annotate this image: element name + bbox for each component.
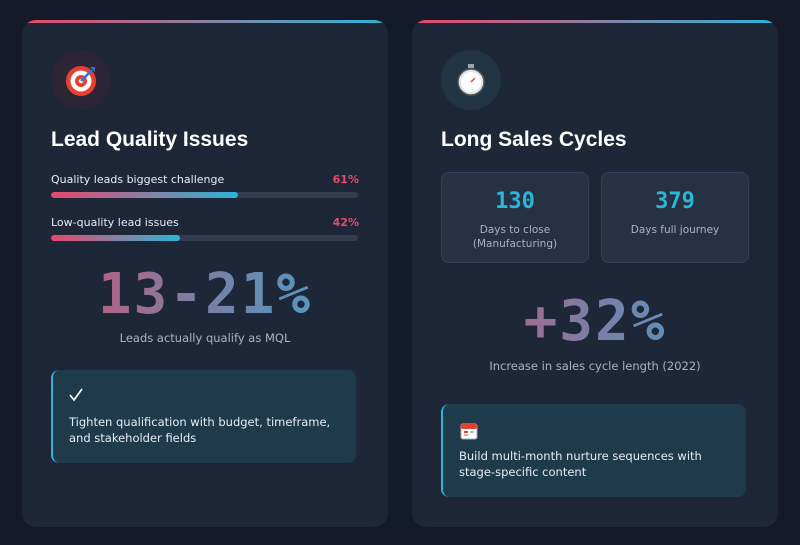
- check-icon: [69, 388, 83, 402]
- callout: Build multi-month nurture sequences with…: [441, 404, 746, 497]
- metric-label: Days to close (Manufacturing): [472, 224, 558, 250]
- callout: Tighten qualification with budget, timef…: [51, 370, 356, 463]
- big-stat: 13-21%: [22, 262, 388, 327]
- progress-label: Quality leads biggest challenge: [51, 173, 225, 186]
- icon: [441, 50, 501, 110]
- big-stat: +32%: [412, 289, 778, 354]
- progress-fill: [51, 235, 180, 241]
- metric-box: 130 Days to close (Manufacturing): [441, 172, 589, 263]
- progress-fill: [51, 192, 239, 198]
- progress-label: Low-quality lead issues: [51, 216, 179, 229]
- progress-track: [51, 192, 358, 198]
- progress-track: [51, 235, 358, 241]
- progress-value: 42%: [332, 216, 359, 229]
- stat-caption: Increase in sales cycle length (2022): [489, 359, 701, 373]
- stat-caption: Leads actually qualify as MQL: [119, 331, 291, 345]
- target-icon: [66, 66, 96, 96]
- progress-value: 61%: [332, 173, 359, 186]
- card: Lead Quality Issues Quality leads bigges…: [22, 20, 388, 527]
- metric-label: Days full journey: [630, 224, 720, 236]
- metric-value: 379: [655, 189, 695, 214]
- callout-text: Build multi-month nurture sequences with…: [459, 449, 702, 479]
- stopwatch-icon: [457, 64, 485, 96]
- card-title: Long Sales Cycles: [441, 128, 627, 151]
- metric-value: 130: [495, 189, 535, 214]
- metric-box: 379 Days full journey: [601, 172, 749, 263]
- card: Long Sales Cycles 130 Days to close (Man…: [412, 20, 778, 527]
- card-title: Lead Quality Issues: [51, 128, 249, 151]
- calendar-icon: [460, 423, 478, 440]
- callout-text: Tighten qualification with budget, timef…: [69, 415, 331, 445]
- icon: [51, 50, 111, 110]
